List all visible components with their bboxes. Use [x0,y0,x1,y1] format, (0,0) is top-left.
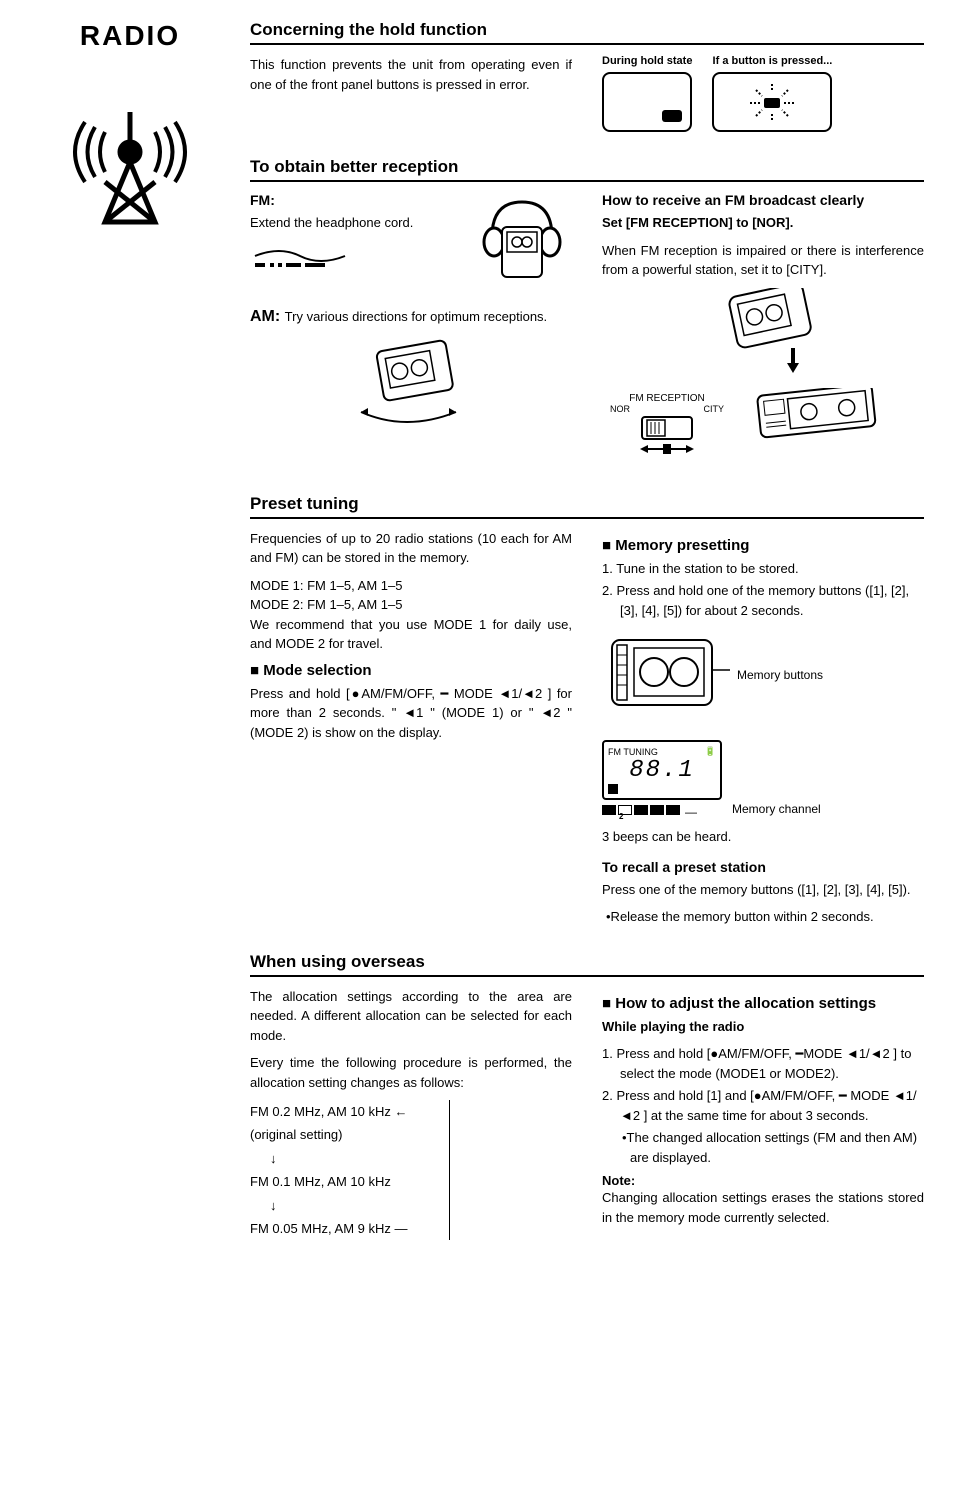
hold-label-state: During hold state [602,55,692,67]
fm-reception-switch-icon: FM RECEPTION NOR CITY [602,393,732,459]
adjust-step2-bullet: •The changed allocation settings (FM and… [602,1128,924,1167]
hold-text: This function prevents the unit from ope… [250,55,572,94]
note-text: Changing allocation settings erases the … [602,1188,924,1227]
mem-step2: 2. Press and hold one of the memory butt… [602,581,924,620]
recall-header: To recall a preset station [602,859,924,875]
page-title: RADIO [30,20,230,52]
device-angled-icon [602,288,924,383]
section-hold: Concerning the hold function This functi… [250,20,924,132]
fm-howto-set: Set [FM RECEPTION] to [NOR]. [602,213,924,233]
fm-howto-text: When FM reception is impaired or there i… [602,241,924,280]
overseas-proc: Every time the following procedure is pe… [250,1053,572,1092]
memory-channel-label: Memory channel [732,802,821,816]
section-overseas: When using overseas The allocation setti… [250,952,924,1241]
preset-header: Preset tuning [250,494,924,519]
fm-text: Extend the headphone cord. [250,213,462,233]
mem-step1: 1. Tune in the station to be stored. [602,559,924,579]
allocation-cycle: FM 0.2 MHz, AM 10 kHz ← (original settin… [250,1100,450,1240]
reception-header: To obtain better reception [250,157,924,182]
adjust-step1: 1. Press and hold [●AM/FM/OFF, ━MODE ◄1/… [602,1044,924,1083]
section-reception: To obtain better reception FM: Extend th… [250,157,924,469]
note-label: Note: [602,1173,924,1188]
adjust-header: How to adjust the allocation settings [602,995,924,1012]
am-label: AM: [250,308,280,325]
mode-selection-header: Mode selection [250,662,572,679]
adjust-step2: 2. Press and hold [1] and [●AM/FM/OFF, ━… [602,1086,924,1125]
preset-intro: Frequencies of up to 20 radio stations (… [250,529,572,568]
overseas-intro: The allocation settings according to the… [250,987,572,1046]
mode-selection-text: Press and hold [●AM/FM/OFF, ━ MODE ◄1/◄2… [250,684,572,743]
device-rotate-icon [336,337,486,437]
preset-recommend: We recommend that you use MODE 1 for dai… [250,615,572,654]
fm-howto-header: How to receive an FM broadcast clearly [602,192,924,208]
section-preset: Preset tuning Frequencies of up to 20 ra… [250,494,924,927]
memory-preset-header: Memory presetting [602,537,924,554]
preset-mode1: MODE 1: FM 1–5, AM 1–5 [250,576,572,596]
recall-text: Press one of the memory buttons ([1], [2… [602,880,924,900]
recall-bullet: •Release the memory button within 2 seco… [602,907,924,927]
fm-label: FM: [250,192,462,208]
hold-header: Concerning the hold function [250,20,924,45]
lcd-pressed-icon [712,72,832,132]
device-with-headphones-icon [472,192,572,292]
beeps-text: 3 beeps can be heard. [602,827,924,847]
hold-label-pressed: If a button is pressed... [712,55,832,67]
headphone-cord-icon [250,241,350,271]
device-memory-buttons-icon [602,630,732,720]
lcd-display-icon: FM TUNING 🔋 88.1 [602,740,722,800]
memory-buttons-label: Memory buttons [737,668,823,682]
am-text: Try various directions for optimum recep… [285,309,548,324]
preset-mode2: MODE 2: FM 1–5, AM 1–5 [250,595,572,615]
radio-tower-icon [30,82,230,247]
device-bottom-icon [747,388,887,463]
overseas-header: When using overseas [250,952,924,977]
while-playing: While playing the radio [602,1017,924,1037]
lcd-hold-icon [602,72,692,132]
